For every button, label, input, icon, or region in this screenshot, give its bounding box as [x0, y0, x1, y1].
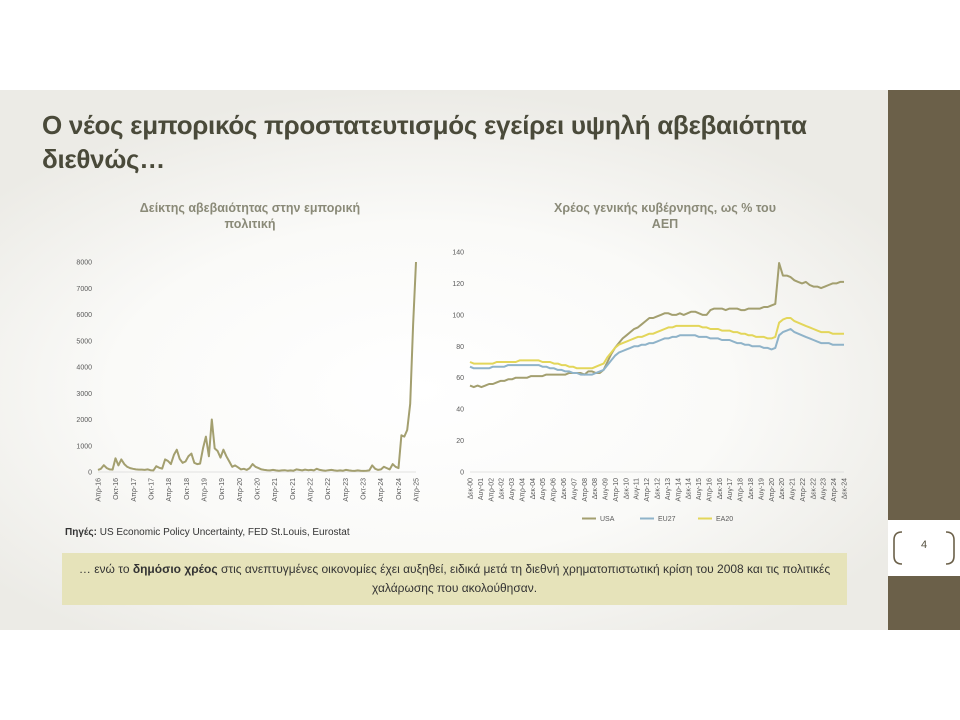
- legend-label-ea20: EA20: [716, 516, 733, 523]
- left-chart-x-tick-label: Απρ-21: [272, 478, 279, 502]
- left-chart-y-tick-label: 5000: [76, 338, 92, 345]
- right-chart-x-tick-label: Δεκ-20: [779, 478, 786, 500]
- right-chart-y-tick-label: 120: [452, 281, 464, 288]
- right-chart-x-tick-label: Δεκ-14: [686, 478, 693, 500]
- left-chart-x-tick-label: Απρ-24: [378, 478, 385, 502]
- right-chart-x-tick-label: Δεκ-10: [623, 478, 630, 500]
- left-chart-y-tick-label: 7000: [76, 286, 92, 293]
- right-chart-series-line-ea20: [469, 317, 844, 370]
- note-pre: … ενώ το: [78, 562, 133, 576]
- right-chart-x-tick-label: Απρ-10: [613, 478, 620, 502]
- right-chart-series-line-eu27: [469, 328, 844, 376]
- right-chart-x-tick-label: Αυγ-01: [478, 478, 485, 500]
- left-chart-y-tick-label: 4000: [76, 365, 92, 372]
- left-chart-y-tick-label: 2000: [76, 417, 92, 424]
- legend-label-usa: USA: [600, 516, 615, 523]
- trade-uncertainty-chart: 0 1000 2000 3000 4000 5000 6000 7000 8000 Απρ-16 Ο…: [76, 260, 421, 502]
- note-post: στις ανεπτυγμένες οικονομίες έχει αυξηθε…: [217, 562, 831, 595]
- right-chart-x-tick-label: Αυγ-03: [509, 478, 516, 500]
- right-chart-y-tick-label: 60: [456, 375, 464, 382]
- left-chart-title: Δείκτης αβεβαιότητας στην εμπορική πολιτ…: [139, 201, 361, 231]
- left-chart-series-line-main: [97, 261, 417, 472]
- slide-title: Ο νέος εμπορικός προστατευτισμός εγείρει…: [42, 110, 807, 174]
- left-chart-x-tick-label: Απρ-19: [202, 478, 209, 502]
- right-chart-x-tick-label: Απρ-12: [644, 478, 651, 502]
- right-chart-x-tick-label: Αυγ-11: [634, 478, 641, 500]
- slide-background: [0, 90, 888, 630]
- right-chart-x-tick-label: Αυγ-13: [665, 478, 672, 500]
- left-chart-x-tick-label: Απρ-17: [131, 478, 138, 502]
- slide: 4 Ο νέος εμπορικός προστατευτισμός εγείρ…: [0, 90, 960, 630]
- left-chart-x-tick-label: Οκτ-23: [361, 478, 368, 500]
- right-chart-x-tick-label: Δεκ-00: [468, 478, 475, 500]
- right-chart-y-tick-label: 20: [456, 438, 464, 445]
- note-text: … ενώ το δημόσιο χρέος στις ανεπτυγμένες…: [62, 560, 847, 598]
- note-box: … ενώ το δημόσιο χρέος στις ανεπτυγμένες…: [62, 553, 847, 605]
- left-chart-x-tick-label: Απρ-25: [414, 478, 421, 502]
- page-number-brackets: [893, 531, 955, 565]
- left-chart-x-tick-label: Απρ-20: [237, 478, 244, 502]
- left-chart-y-tick-label: 3000: [76, 391, 92, 398]
- right-chart-x-tick-label: Δεκ-18: [748, 478, 755, 500]
- left-chart-x-tick-label: Απρ-22: [308, 478, 315, 502]
- left-chart-y-tick-label: 8000: [76, 260, 92, 267]
- left-chart-x-tick-label: Οκτ-16: [113, 478, 120, 500]
- right-chart-x-tick-label: Απρ-14: [675, 478, 682, 502]
- right-chart-title: Χρέος γενικής κυβέρνησης, ως % του ΑΕΠ: [554, 201, 776, 231]
- right-chart-x-tick-label: Δεκ-04: [530, 478, 537, 500]
- page-number-box: 4: [888, 520, 960, 576]
- left-chart-y-tick-label: 0: [88, 470, 92, 477]
- right-chart-x-tick-label: Δεκ-16: [717, 478, 724, 500]
- right-chart-x-tick-label: Απρ-22: [800, 478, 807, 502]
- left-chart-x-tick-label: Οκτ-18: [184, 478, 191, 500]
- right-chart-x-tick-label: Αυγ-09: [603, 478, 610, 500]
- right-chart-x-tick-label: Απρ-06: [551, 478, 558, 502]
- right-chart-x-tick-label: Δεκ-22: [810, 478, 817, 500]
- right-chart-x-tick-label: Απρ-16: [706, 478, 713, 502]
- right-chart-x-tick-label: Δεκ-12: [655, 478, 662, 500]
- right-chart-y-tick-label: 80: [456, 344, 464, 351]
- left-chart-x-tick-label: Οκτ-20: [255, 478, 262, 500]
- source-note: Πηγές: US Economic Policy Uncertainty, F…: [65, 527, 350, 538]
- right-chart-x-tick-label: Απρ-24: [831, 478, 838, 502]
- source-text: US Economic Policy Uncertainty, FED St.L…: [99, 527, 350, 538]
- legend-label-eu27: EU27: [658, 516, 676, 523]
- right-chart-y-tick-label: 140: [452, 250, 464, 257]
- left-chart-y-tick-label: 6000: [76, 312, 92, 319]
- left-chart-x-tick-label: Οκτ-19: [219, 478, 226, 500]
- right-chart-x-tick-label: Δεκ-02: [499, 478, 506, 500]
- right-chart-x-tick-label: Αυγ-17: [727, 478, 734, 500]
- right-chart-y-tick-label: 40: [456, 407, 464, 414]
- right-chart-x-tick-label: Αυγ-05: [540, 478, 547, 500]
- right-chart-x-tick-label: Αυγ-07: [571, 478, 578, 500]
- right-chart-x-tick-label: Αυγ-23: [821, 478, 828, 500]
- right-chart-x-tick-label: Απρ-18: [738, 478, 745, 502]
- left-chart-x-tick-label: Οκτ-21: [290, 478, 297, 500]
- left-chart-x-tick-label: Οκτ-17: [149, 478, 156, 500]
- right-chart-x-tick-label: Απρ-02: [488, 478, 495, 502]
- right-chart-x-tick-label: Απρ-04: [519, 478, 526, 502]
- right-chart-x-tick-label: Δεκ-06: [561, 478, 568, 500]
- right-chart-x-tick-label: Αυγ-21: [790, 478, 797, 500]
- right-chart-x-tick-label: Δεκ-08: [592, 478, 599, 500]
- left-chart-x-tick-label: Απρ-16: [96, 478, 103, 502]
- left-chart-y-tick-label: 1000: [76, 443, 92, 450]
- right-chart-x-tick-label: Αυγ-15: [696, 478, 703, 500]
- right-chart-x-tick-label: Αυγ-19: [758, 478, 765, 500]
- left-chart-x-tick-label: Οκτ-22: [325, 478, 332, 500]
- government-debt-chart: 0 20 40 60 80 100 120 140 Δεκ-00 Αυγ-01 Απρ-02 Δεκ-…: [452, 250, 849, 524]
- right-chart-y-tick-label: 0: [460, 470, 464, 477]
- source-label: Πηγές:: [65, 527, 97, 538]
- page-number: 4: [920, 539, 928, 551]
- left-chart-x-tick-label: Απρ-18: [166, 478, 173, 502]
- right-chart-y-tick-label: 100: [452, 312, 464, 319]
- left-chart-x-tick-label: Οκτ-24: [396, 478, 403, 500]
- left-chart-x-tick-label: Απρ-23: [343, 478, 350, 502]
- right-chart-x-tick-label: Απρ-20: [769, 478, 776, 502]
- right-chart-x-tick-label: Δεκ-24: [842, 478, 849, 500]
- note-bold: δημόσιο χρέος: [132, 562, 218, 576]
- right-chart-series-line-usa: [469, 262, 844, 389]
- right-chart-x-tick-label: Απρ-08: [582, 478, 589, 502]
